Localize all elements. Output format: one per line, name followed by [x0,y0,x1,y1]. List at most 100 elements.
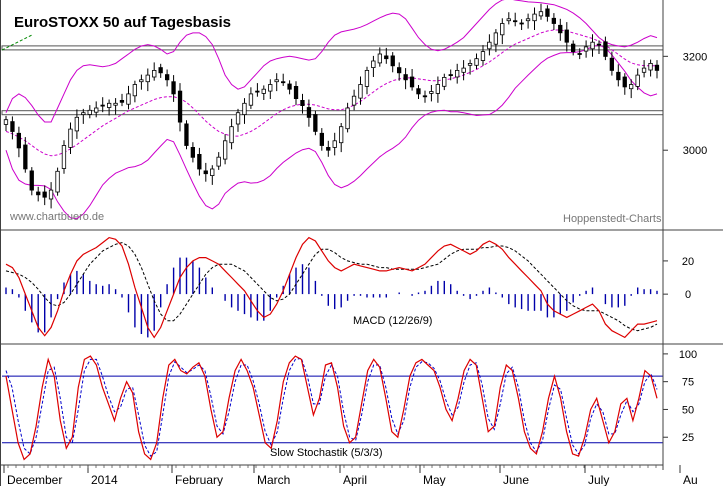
candle [519,19,524,30]
upper-band-line [5,0,658,123]
candle-body [23,144,28,170]
candle-body [287,83,292,90]
candle-body [171,81,176,95]
candle [422,90,428,103]
price-panel: EuroSTOXX 50 auf Tagesbasis www.chartbue… [1,0,707,225]
candle-body [184,123,189,146]
x-tick-label: April [343,473,367,486]
macd-signal-line [5,242,658,332]
candle [55,167,60,196]
candle [242,98,247,124]
candle-body [629,84,634,90]
macd-ytick-label: 0 [685,289,691,301]
candle [609,51,614,76]
candle-body [525,18,531,22]
candle [429,85,434,102]
candle [590,34,595,57]
watermark-left: www.chartbuero.de [9,211,104,223]
candle-body [603,41,608,57]
candle-body [622,76,627,88]
candle [197,147,202,176]
candle-body [513,20,518,23]
candle-body [635,74,640,87]
x-tick-label: 2014 [91,473,118,486]
candle [641,60,647,78]
candle [132,80,138,103]
candle-body [338,126,344,144]
candle [319,128,325,151]
candle [403,68,408,90]
macd-ytick-label: 20 [682,256,694,268]
candle [235,108,241,132]
candle-body [248,93,254,106]
candle [371,55,376,77]
candle-body [235,112,241,125]
candle [10,116,15,140]
candle [648,59,653,77]
candle-body [390,55,395,67]
candle-body [94,107,99,113]
candle [332,132,337,156]
candle [558,18,563,41]
candle-body [442,77,447,87]
candle-body [10,121,15,132]
candle-body [261,88,266,94]
candle-body [158,67,163,74]
candle [29,167,34,196]
candle-body [29,170,34,191]
candle-body [532,13,537,22]
candle-body [467,63,473,66]
x-tick-label: Au [683,473,698,486]
candle-body [480,51,486,61]
candle-body [3,119,9,125]
candle-body [500,23,505,36]
candle [293,81,299,106]
candle [654,60,660,79]
candle [184,120,189,150]
candle [23,137,28,173]
candle-body [403,74,408,81]
candle [616,64,621,87]
macd-panel: MACD (12/26/9) 0 20 [5,236,694,339]
candle [480,45,486,66]
candle-body [641,67,647,73]
candle [190,142,196,163]
candle-body [107,102,112,108]
candle [487,34,492,56]
candle [409,69,415,91]
candle [222,134,228,165]
candle [461,60,466,81]
candle [525,13,531,29]
candle [36,186,41,202]
x-tick-label: December [7,473,62,486]
candle [435,76,441,103]
candle [384,47,389,64]
candle-body [454,70,460,78]
candle-body [293,86,299,100]
candle-body [545,8,550,17]
candle [506,12,511,25]
candle-body [242,102,247,116]
candle-body [139,79,144,83]
trend-line [1,34,33,51]
candle [274,73,279,92]
candle-body [61,145,67,169]
candle-body [145,74,150,83]
candle-body [332,140,337,148]
candle-body [210,168,215,176]
candle [229,118,234,150]
candle-body [74,116,79,132]
stochastic-panel: Slow Stochastik (5/3/3) 25 50 75 100 [2,349,697,461]
candle-body [216,156,221,167]
candle [261,85,266,100]
candle [513,12,518,27]
candle [454,63,460,84]
candle [216,152,221,170]
candle [210,165,215,185]
candle [164,69,170,87]
watermark-right: Hoppenstedt-Charts [563,213,662,225]
candle-body [152,70,157,78]
candle-body [377,53,383,64]
